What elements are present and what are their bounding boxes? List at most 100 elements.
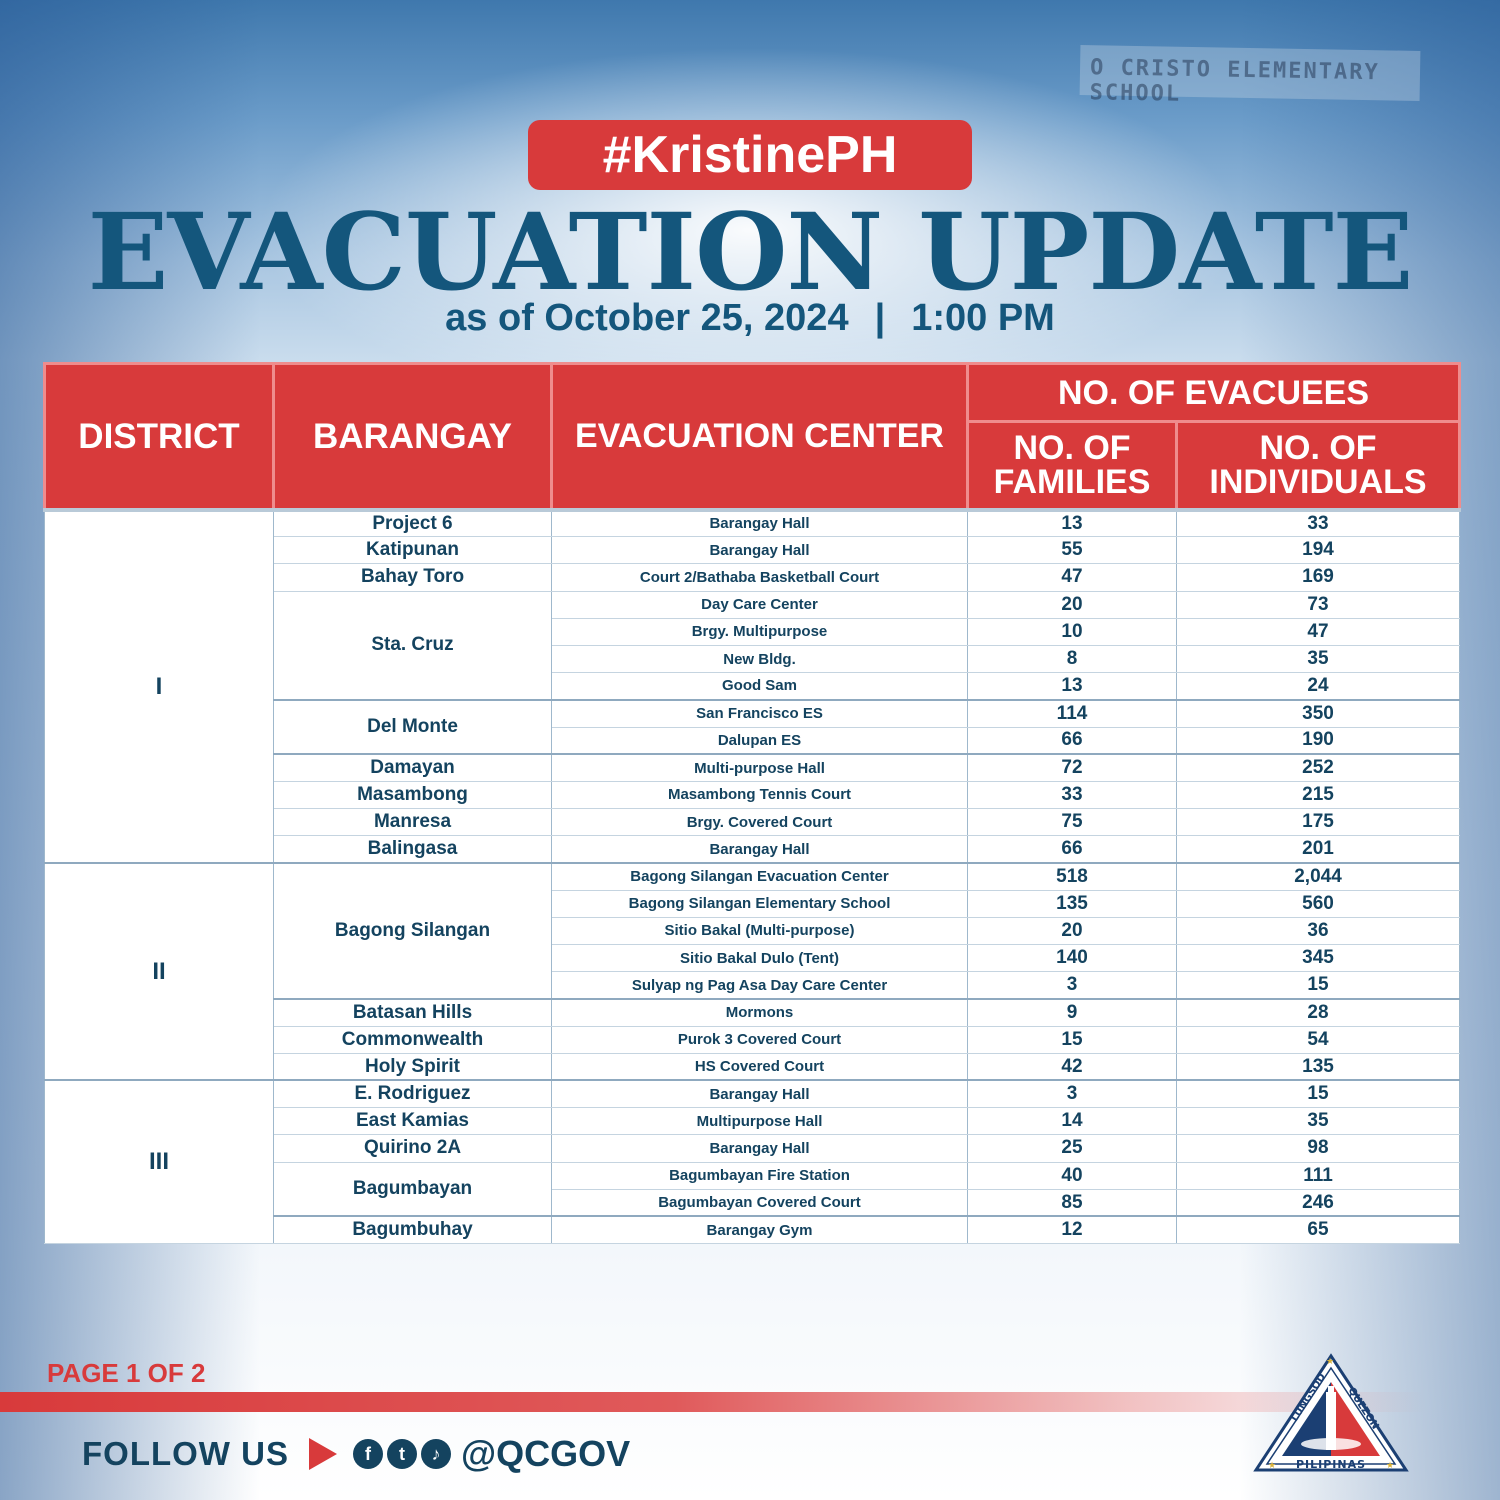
center-cell: Bagong Silangan Elementary School xyxy=(551,890,968,918)
center-cell: Bagumbayan Covered Court xyxy=(551,1189,968,1218)
header-no-of-evacuees: NO. OF EVACUEES xyxy=(966,362,1461,423)
barangay-cell: Damayan xyxy=(273,754,552,782)
individuals-cell: 135 xyxy=(1176,1053,1460,1082)
table-row: Good Sam 13 24 xyxy=(45,672,1460,701)
table-row: Sta. Cruz Day Care Center 20 73 xyxy=(45,591,1460,701)
social-handle[interactable]: @QCGOV xyxy=(460,1433,631,1474)
individuals-cell: 190 xyxy=(1176,727,1460,756)
barangay-cell: Del Monte xyxy=(273,699,552,756)
facebook-icon[interactable]: f xyxy=(352,1439,383,1469)
individuals-cell: 215 xyxy=(1176,781,1460,810)
families-cell: 55 xyxy=(967,536,1177,565)
families-cell: 518 xyxy=(967,862,1177,891)
center-cell: Sitio Bakal (Multi-purpose) xyxy=(551,917,968,946)
families-cell: 40 xyxy=(967,1162,1177,1190)
header-district: DISTRICT xyxy=(43,362,275,511)
families-cell: 15 xyxy=(967,1026,1177,1054)
center-cell: Bagong Silangan Evacuation Center xyxy=(551,862,968,891)
families-cell: 13 xyxy=(967,672,1177,701)
footer-stripe xyxy=(0,1392,1500,1412)
families-cell: 20 xyxy=(967,591,1177,619)
center-cell: Brgy. Covered Court xyxy=(551,808,968,837)
families-cell: 114 xyxy=(967,699,1177,728)
barangay-cell: East Kamias xyxy=(273,1107,552,1136)
table-row: Brgy. Multipurpose 10 47 xyxy=(45,618,1460,646)
barangay-cell: E. Rodriguez xyxy=(273,1080,552,1109)
individuals-cell: 15 xyxy=(1176,971,1460,1000)
follow-us-label: FOLLOW US xyxy=(82,1435,289,1472)
twitter-icon[interactable]: t xyxy=(386,1439,417,1469)
tiktok-icon[interactable]: ♪ xyxy=(420,1439,451,1469)
families-cell: 13 xyxy=(967,509,1177,538)
families-cell: 14 xyxy=(967,1107,1177,1136)
center-cell: Barangay Gym xyxy=(551,1216,968,1245)
individuals-cell: 246 xyxy=(1176,1189,1460,1218)
individuals-cell: 33 xyxy=(1176,509,1460,538)
barangay-cell: Manresa xyxy=(273,808,552,837)
barangay-cell: Quirino 2A xyxy=(273,1134,552,1163)
individuals-cell: 47 xyxy=(1176,618,1460,646)
center-cell: San Francisco ES xyxy=(551,699,968,728)
evacuation-table: DISTRICT BARANGAY EVACUATION CENTER NO. … xyxy=(43,362,1461,1245)
district-cell: III xyxy=(44,1080,274,1245)
individuals-cell: 35 xyxy=(1176,1107,1460,1136)
individuals-cell: 35 xyxy=(1176,645,1460,674)
table-row: Bagumbayan Covered Court 85 246 xyxy=(45,1189,1460,1218)
barangay-cell: Sta. Cruz xyxy=(273,591,552,701)
table-row: Katipunan Barangay Hall 55 194 xyxy=(45,536,1460,565)
individuals-cell: 111 xyxy=(1176,1162,1460,1190)
individuals-cell: 175 xyxy=(1176,808,1460,837)
barangay-cell: Bagumbuhay xyxy=(273,1216,552,1245)
barangay-cell: Katipunan xyxy=(273,536,552,565)
barangay-cell: Bahay Toro xyxy=(273,563,552,592)
table-row: Damayan Multi-purpose Hall 72 252 xyxy=(45,754,1460,782)
timestamp-line: as of October 25, 2024 | 1:00 PM xyxy=(0,292,1500,344)
barangay-cell: Commonwealth xyxy=(273,1026,552,1054)
center-cell: Barangay Hall xyxy=(551,1134,968,1163)
families-cell: 75 xyxy=(967,808,1177,837)
header-barangay: BARANGAY xyxy=(272,362,553,511)
individuals-cell: 36 xyxy=(1176,917,1460,946)
table-row: Batasan Hills Mormons 9 28 xyxy=(45,998,1460,1027)
individuals-cell: 54 xyxy=(1176,1026,1460,1054)
district-cell: II xyxy=(44,862,274,1082)
table-row: Commonwealth Purok 3 Covered Court 15 54 xyxy=(45,1026,1460,1054)
families-cell: 10 xyxy=(967,618,1177,646)
table-row: III E. Rodriguez Barangay Hall 3 15 xyxy=(44,1080,1460,1245)
center-cell: Day Care Center xyxy=(551,591,968,619)
table-row: Bagumbuhay Barangay Gym 12 65 xyxy=(45,1216,1460,1245)
families-cell: 47 xyxy=(967,563,1177,592)
separator: | xyxy=(874,297,886,339)
families-cell: 72 xyxy=(967,754,1177,782)
table-row: Sitio Bakal Dulo (Tent) 140 345 xyxy=(45,944,1460,973)
individuals-cell: 98 xyxy=(1176,1134,1460,1163)
center-cell: Dalupan ES xyxy=(551,727,968,756)
center-cell: Barangay Hall xyxy=(551,1080,968,1109)
center-cell: New Bldg. xyxy=(551,645,968,674)
svg-text:★: ★ xyxy=(1268,1460,1276,1470)
table-row: Sulyap ng Pag Asa Day Care Center 3 15 xyxy=(45,971,1460,1000)
page-title: EVACUATION UPDATE xyxy=(87,189,1414,314)
table-row: Bagong Silangan Elementary School 135 56… xyxy=(45,890,1460,918)
individuals-cell: 345 xyxy=(1176,944,1460,973)
page-indicator: PAGE 1 OF 2 xyxy=(47,1358,206,1388)
table-row: Sitio Bakal (Multi-purpose) 20 36 xyxy=(45,917,1460,946)
center-cell: Sitio Bakal Dulo (Tent) xyxy=(551,944,968,973)
families-cell: 140 xyxy=(967,944,1177,973)
table-row: Balingasa Barangay Hall 66 201 xyxy=(45,835,1460,864)
barangay-cell: Balingasa xyxy=(273,835,552,864)
table-row: Holy Spirit HS Covered Court 42 135 xyxy=(45,1053,1460,1082)
individuals-cell: 350 xyxy=(1176,699,1460,728)
center-cell: Multipurpose Hall xyxy=(551,1107,968,1136)
center-cell: Barangay Hall xyxy=(551,536,968,565)
families-cell: 33 xyxy=(967,781,1177,810)
center-cell: Mormons xyxy=(551,998,968,1027)
table-row: East Kamias Multipurpose Hall 14 35 xyxy=(45,1107,1460,1136)
families-cell: 9 xyxy=(967,998,1177,1027)
individuals-cell: 194 xyxy=(1176,536,1460,565)
header-no-of-families: NO. OF FAMILIES xyxy=(966,420,1178,511)
individuals-cell: 65 xyxy=(1176,1216,1460,1245)
header-evacuation-center: EVACUATION CENTER xyxy=(550,362,969,511)
barangay-cell: Batasan Hills xyxy=(273,998,552,1027)
center-cell: Multi-purpose Hall xyxy=(551,754,968,782)
